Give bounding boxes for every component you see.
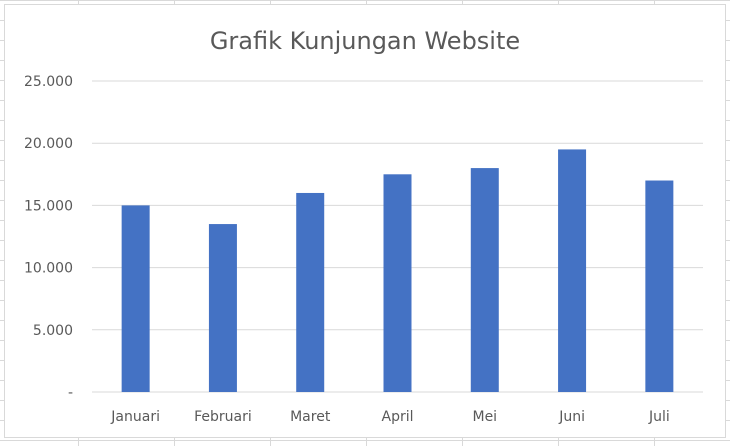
x-tick-label: April xyxy=(382,409,414,425)
x-tick-label: Februari xyxy=(194,409,252,425)
y-tick-label: 15.000 xyxy=(24,198,73,214)
bar xyxy=(383,174,412,392)
x-tick-label: Juli xyxy=(648,409,670,425)
y-tick-label: 5.000 xyxy=(33,323,73,339)
y-tick-label: 10.000 xyxy=(24,261,73,277)
x-tick-label: Maret xyxy=(290,409,331,425)
x-tick-label: Juni xyxy=(558,409,585,425)
x-tick-label: Mei xyxy=(472,409,497,425)
y-tick-label: 25.000 xyxy=(24,74,73,90)
bar xyxy=(208,224,237,392)
x-tick-label: Januari xyxy=(110,409,160,425)
bar xyxy=(470,168,499,392)
bar xyxy=(558,149,587,392)
y-tick-label: 20.000 xyxy=(24,136,73,152)
bar xyxy=(121,205,150,392)
y-tick-label: - xyxy=(68,385,73,401)
chart-title: Grafik Kunjungan Website xyxy=(209,27,521,55)
bar xyxy=(296,192,325,392)
bar xyxy=(645,180,674,392)
